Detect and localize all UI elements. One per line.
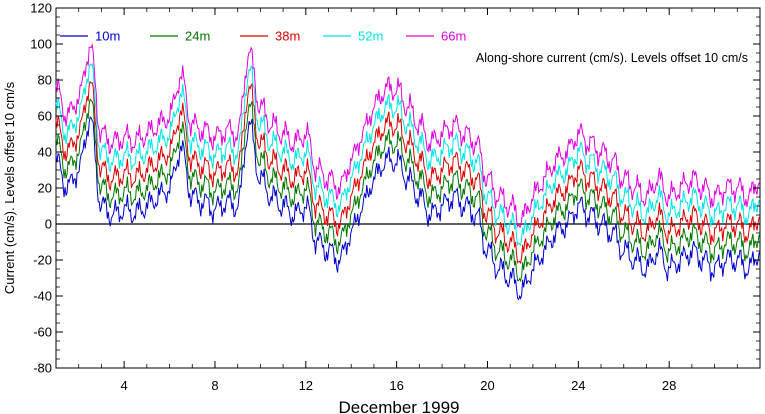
series-line-38m (55, 80, 761, 265)
series-line-66m (55, 43, 761, 228)
x-tick-label: 12 (299, 378, 313, 393)
y-tick-label: 80 (38, 73, 52, 88)
y-tick-label: -40 (33, 289, 52, 304)
x-tick-label: 16 (389, 378, 403, 393)
y-tick-label: 40 (38, 145, 52, 160)
legend-label-24m: 24m (185, 29, 210, 44)
x-axis-label: December 1999 (339, 398, 460, 414)
ticks-layer: -80 -60 -40 -20 0 20 40 60 80 100 120 4 8 12 16 20 24 28 (30, 1, 761, 393)
x-tick-label: 8 (211, 378, 218, 393)
x-tick-label: 24 (571, 378, 585, 393)
y-axis-label: Current (cm/s). Levels offset 10 cm/s (2, 81, 17, 294)
series-line-10m (55, 116, 761, 301)
y-tick-label: 100 (30, 37, 52, 52)
y-tick-label: -80 (33, 361, 52, 376)
legend-label-38m: 38m (275, 29, 300, 44)
legend-label-10m: 10m (95, 29, 120, 44)
y-tick-label: 60 (38, 109, 52, 124)
y-tick-label: -20 (33, 253, 52, 268)
x-tick-label: 20 (480, 378, 494, 393)
legend: 10m 24m 38m 52m 66m (60, 29, 466, 44)
y-tick-label: 120 (30, 1, 52, 16)
series-layer (55, 43, 761, 301)
legend-label-52m: 52m (358, 29, 383, 44)
x-tick-label: 4 (121, 378, 128, 393)
legend-label-66m: 66m (441, 29, 466, 44)
series-line-24m (55, 98, 761, 283)
y-tick-label: -60 (33, 325, 52, 340)
y-tick-label: 20 (38, 181, 52, 196)
chart-annotation: Along-shore current (cm/s). Levels offse… (476, 51, 748, 65)
series-line-52m (55, 62, 761, 247)
y-tick-label: 0 (45, 217, 52, 232)
x-tick-label: 28 (662, 378, 676, 393)
